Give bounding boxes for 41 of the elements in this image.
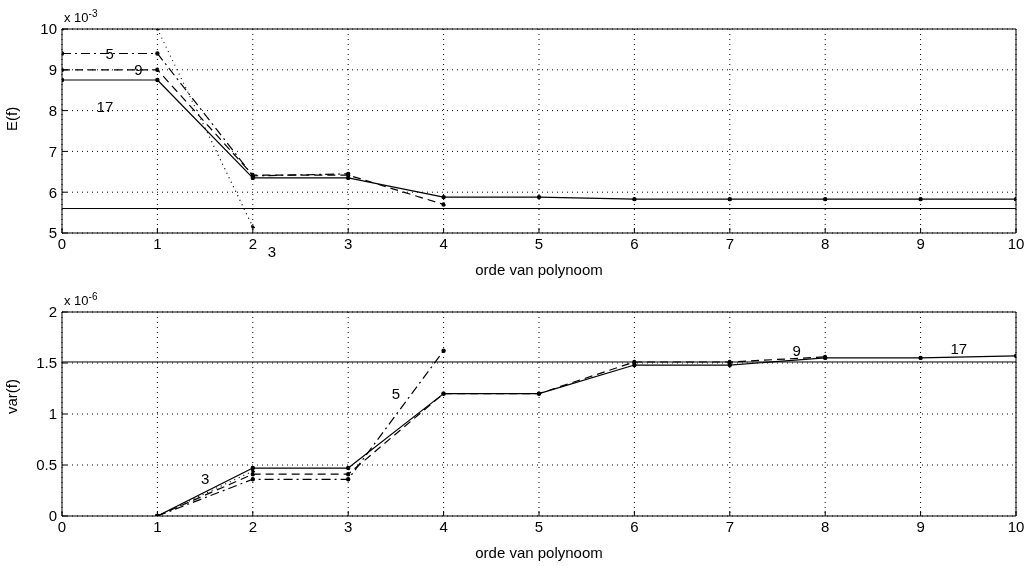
x-tick-label: 3 xyxy=(344,517,353,535)
x-tick-label: 9 xyxy=(916,234,925,252)
text: x 10$^{-3}$ xyxy=(64,7,98,25)
x-tick-label: 4 xyxy=(439,517,448,535)
series-label: 5 xyxy=(391,384,401,402)
x-tick-label: 5 xyxy=(534,517,544,535)
x-tick-label: 6 xyxy=(630,234,639,252)
y-tick-label: 1 xyxy=(48,405,57,423)
y-tick-label: 2 xyxy=(48,303,57,321)
x-tick-label: 4 xyxy=(439,234,448,252)
y-tick-label: 10 xyxy=(40,20,57,38)
series-label: 17 xyxy=(96,97,114,115)
x-tick-label: 7 xyxy=(725,517,734,535)
y-tick-label: 6 xyxy=(48,183,57,201)
y-tick-label: 7 xyxy=(48,142,57,160)
text: x 10$^{-6}$ xyxy=(64,290,98,308)
x-tick-label: 8 xyxy=(821,517,830,535)
y-tick-label: 9 xyxy=(48,61,57,79)
x-tick-label: 6 xyxy=(630,517,639,535)
x-axis-title: orde van polynoom xyxy=(475,544,603,561)
x-tick-label: 10 xyxy=(1007,517,1025,535)
y-tick-label: 8 xyxy=(48,101,57,119)
x-tick-label: 1 xyxy=(153,234,162,252)
y-tick-label: 1.5 xyxy=(36,354,57,372)
series-label: 3 xyxy=(200,469,210,487)
y-axis-title: E(f) xyxy=(3,106,21,131)
x-tick-label: 9 xyxy=(916,517,925,535)
x-tick-label: 2 xyxy=(248,234,257,252)
x-tick-label: 2 xyxy=(248,517,257,535)
series-label: 17 xyxy=(950,340,968,358)
x-tick-label: 8 xyxy=(821,234,830,252)
y-tick-label: 0.5 xyxy=(36,456,57,474)
x-tick-label: 3 xyxy=(344,234,353,252)
x-tick-label: 7 xyxy=(725,234,734,252)
x-tick-label: 10 xyxy=(1007,234,1025,252)
series-label: 9 xyxy=(792,342,801,360)
x-axis-title: orde van polynoom xyxy=(475,261,603,278)
y-axis-title: var(f) xyxy=(3,379,21,414)
x-tick-label: 5 xyxy=(534,234,544,252)
x-tick-label: 1 xyxy=(153,517,162,535)
series-label: 9 xyxy=(134,61,143,79)
